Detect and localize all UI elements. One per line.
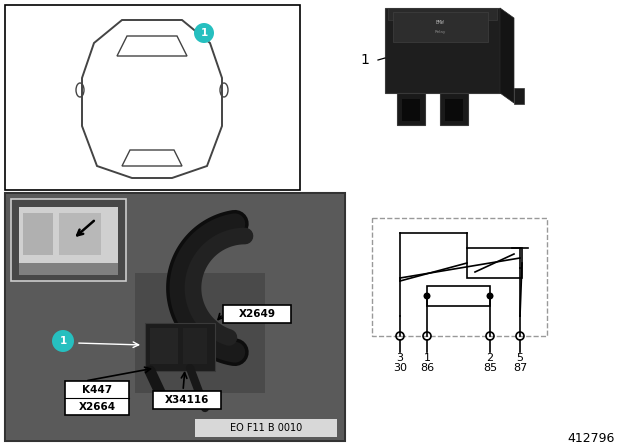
Text: 85: 85 xyxy=(483,363,497,373)
Text: 412796: 412796 xyxy=(568,431,615,444)
Bar xyxy=(11,199,126,281)
Text: 3: 3 xyxy=(397,353,403,363)
Text: Relay: Relay xyxy=(435,30,445,34)
Text: X2664: X2664 xyxy=(79,402,116,412)
Bar xyxy=(65,381,129,415)
Bar xyxy=(135,273,265,393)
Text: 87: 87 xyxy=(513,363,527,373)
Bar xyxy=(397,93,425,125)
Bar xyxy=(23,213,53,255)
Text: 1: 1 xyxy=(60,336,67,346)
Text: 1: 1 xyxy=(424,353,431,363)
Circle shape xyxy=(52,330,74,352)
Text: EO F11 B 0010: EO F11 B 0010 xyxy=(230,423,302,433)
Bar xyxy=(19,207,118,269)
Text: 30: 30 xyxy=(393,363,407,373)
Bar xyxy=(427,286,490,306)
Bar xyxy=(514,88,524,104)
Text: 5: 5 xyxy=(516,353,524,363)
Circle shape xyxy=(486,293,493,300)
Bar xyxy=(145,323,215,371)
Bar xyxy=(195,419,337,437)
Text: 1: 1 xyxy=(200,28,207,38)
Bar xyxy=(402,99,420,121)
Polygon shape xyxy=(500,8,514,103)
Bar xyxy=(150,328,178,364)
Bar xyxy=(385,8,500,93)
Bar xyxy=(59,213,101,255)
Text: BMW: BMW xyxy=(436,20,444,25)
Text: 1: 1 xyxy=(360,53,369,67)
Bar xyxy=(467,248,522,278)
Bar xyxy=(393,12,488,42)
Text: X2649: X2649 xyxy=(239,309,275,319)
Bar xyxy=(388,8,497,20)
Bar xyxy=(445,99,463,121)
Bar xyxy=(5,5,300,190)
Circle shape xyxy=(424,293,431,300)
Text: 2: 2 xyxy=(486,353,493,363)
Circle shape xyxy=(194,23,214,43)
Bar xyxy=(183,328,207,364)
Bar xyxy=(19,263,118,275)
Text: 86: 86 xyxy=(420,363,434,373)
Bar xyxy=(440,93,468,125)
Bar xyxy=(223,305,291,323)
Bar xyxy=(153,391,221,409)
Text: X34116: X34116 xyxy=(165,395,209,405)
Bar xyxy=(5,193,345,441)
Bar xyxy=(372,218,547,336)
Bar xyxy=(6,194,344,440)
Text: K447: K447 xyxy=(82,385,112,395)
